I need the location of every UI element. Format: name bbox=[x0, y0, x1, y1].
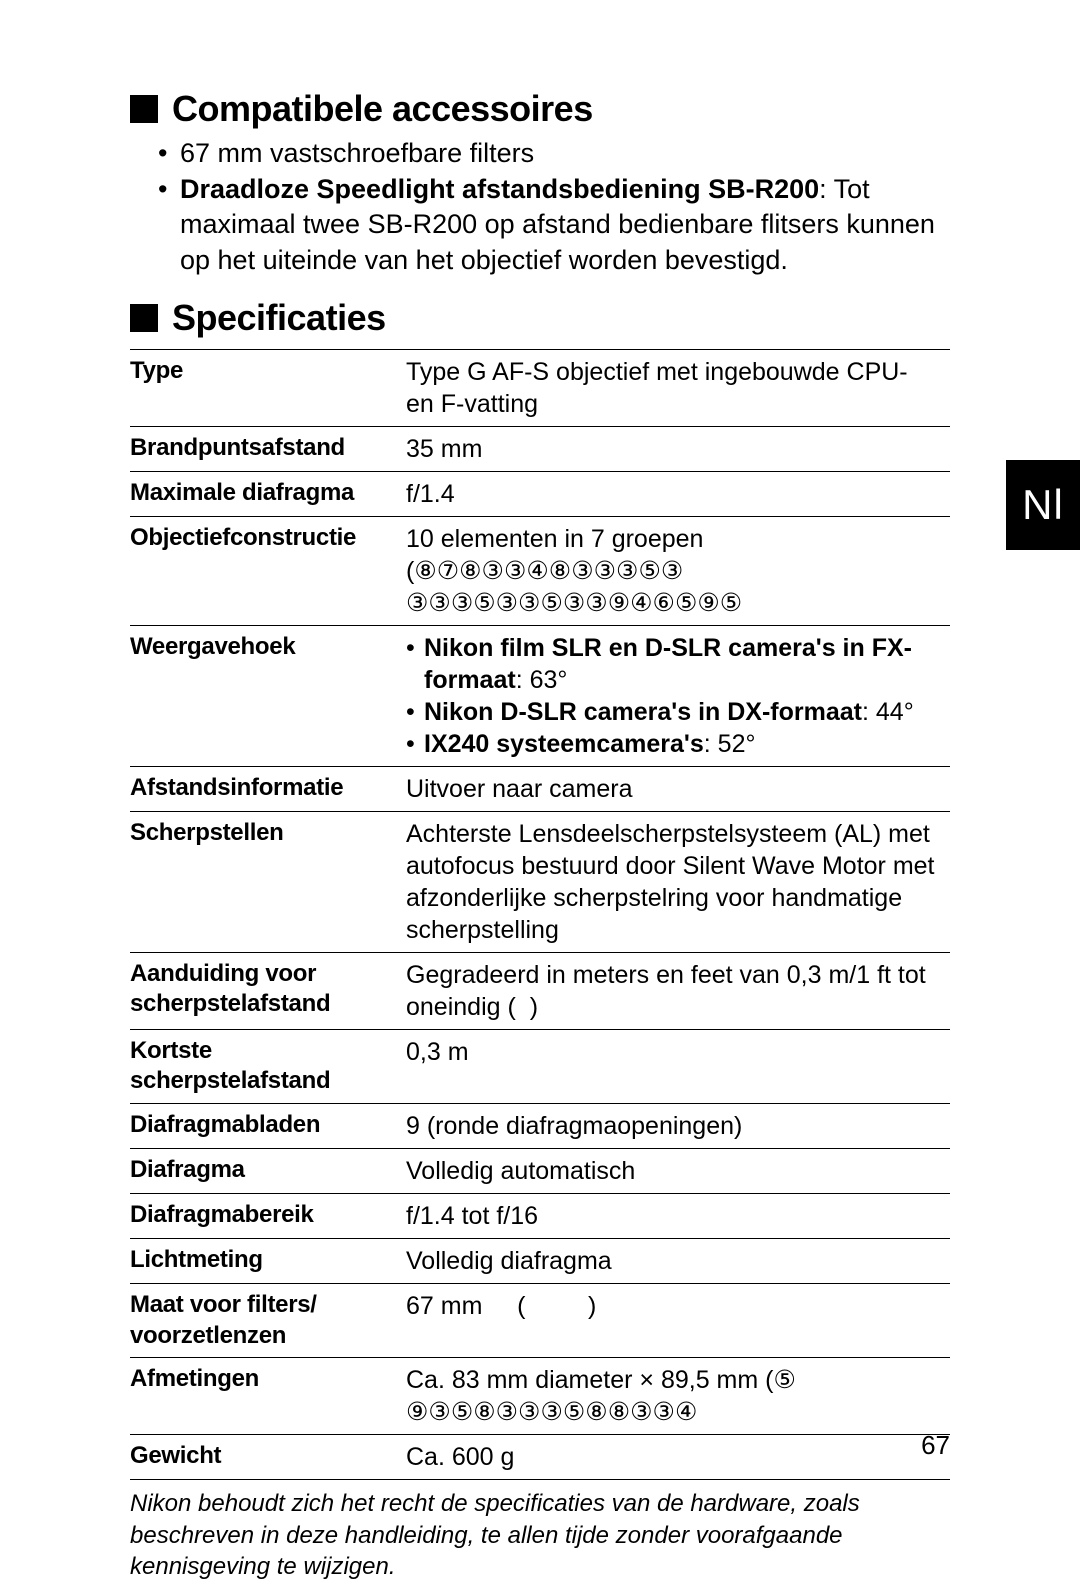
list-item: 67 mm vastschroefbare filters bbox=[158, 136, 950, 172]
spec-value: Nikon film SLR en D-SLR camera's in FX-f… bbox=[406, 625, 950, 766]
heading-specs: Specificaties bbox=[130, 297, 950, 339]
list-item: IX240 systeemcamera's: 52° bbox=[406, 728, 942, 760]
heading-accessories: Compatibele accessoires bbox=[130, 88, 950, 130]
spec-value: 67 mm ( ) bbox=[406, 1283, 950, 1357]
spec-value: Uitvoer naar camera bbox=[406, 766, 950, 811]
spec-value: Achterste Lensdeelscherpstelsysteem (AL)… bbox=[406, 811, 950, 952]
table-row: Objectiefconstructie10 elementen in 7 gr… bbox=[130, 516, 950, 625]
thumb-tab-label: Nl bbox=[1022, 481, 1064, 529]
spec-label: Kortste scherpstelafstand bbox=[130, 1029, 406, 1103]
table-row: AfmetingenCa. 83 mm diameter × 89,5 mm (… bbox=[130, 1358, 950, 1435]
heading-accessories-text: Compatibele accessoires bbox=[172, 88, 593, 130]
table-row: Weergavehoek Nikon film SLR en D-SLR came… bbox=[130, 625, 950, 766]
accessories-list: 67 mm vastschroefbare filtersDraadloze S… bbox=[130, 136, 950, 279]
spec-value: 0,3 m bbox=[406, 1029, 950, 1103]
table-row: AfstandsinformatieUitvoer naar camera bbox=[130, 766, 950, 811]
spec-value: 9 (ronde diafragmaopeningen) bbox=[406, 1103, 950, 1148]
spec-label: Diafragmabladen bbox=[130, 1103, 406, 1148]
language-thumb-tab: Nl bbox=[1006, 460, 1080, 550]
table-row: Maximale diafragmaf/1.4 bbox=[130, 471, 950, 516]
page-number: 67 bbox=[921, 1430, 950, 1461]
list-item: Draadloze Speedlight afstandsbediening S… bbox=[158, 172, 950, 279]
spec-value: 10 elementen in 7 groepen (⑧⑦⑧③③④⑧③③③⑤③ … bbox=[406, 516, 950, 625]
table-row: LichtmetingVolledig diafragma bbox=[130, 1238, 950, 1283]
table-row: Kortste scherpstelafstand0,3 m bbox=[130, 1029, 950, 1103]
spec-value: Ca. 600 g bbox=[406, 1435, 950, 1480]
spec-label: Objectiefconstructie bbox=[130, 516, 406, 625]
heading-square-icon bbox=[130, 304, 158, 332]
table-row: ScherpstellenAchterste Lensdeelscherpste… bbox=[130, 811, 950, 952]
spec-value: f/1.4 tot f/16 bbox=[406, 1193, 950, 1238]
table-row: Diafragmabladen9 (ronde diafragmaopening… bbox=[130, 1103, 950, 1148]
spec-label: Brandpuntsafstand bbox=[130, 426, 406, 471]
spec-value-list: Nikon film SLR en D-SLR camera's in FX-f… bbox=[406, 632, 942, 760]
spec-label: Weergavehoek bbox=[130, 625, 406, 766]
spec-label: Aanduiding voor scherpstelafstand bbox=[130, 952, 406, 1029]
footnote: Nikon behoudt zich het recht de specific… bbox=[130, 1488, 950, 1582]
list-item: Nikon D-SLR camera's in DX-formaat: 44° bbox=[406, 696, 942, 728]
spec-value: Type G AF-S objectief met ingebouwde CPU… bbox=[406, 349, 950, 426]
spec-value: 35 mm bbox=[406, 426, 950, 471]
list-item: Nikon film SLR en D-SLR camera's in FX-f… bbox=[406, 632, 942, 696]
list-item-bold: Nikon D-SLR camera's in DX-formaat bbox=[424, 698, 862, 726]
spec-label: Afmetingen bbox=[130, 1358, 406, 1435]
table-row: Diafragmabereikf/1.4 tot f/16 bbox=[130, 1193, 950, 1238]
spec-label: Lichtmeting bbox=[130, 1238, 406, 1283]
table-row: TypeType G AF-S objectief met ingebouwde… bbox=[130, 349, 950, 426]
spec-label: Gewicht bbox=[130, 1435, 406, 1480]
table-row: DiafragmaVolledig automatisch bbox=[130, 1148, 950, 1193]
spec-table: TypeType G AF-S objectief met ingebouwde… bbox=[130, 349, 950, 1481]
spec-value: Gegradeerd in meters en feet van 0,3 m/1… bbox=[406, 952, 950, 1029]
list-item-bold: Nikon film SLR en D-SLR camera's in FX-f… bbox=[424, 634, 912, 694]
spec-label: Afstandsinformatie bbox=[130, 766, 406, 811]
spec-label: Maat voor filters/ voorzetlenzen bbox=[130, 1283, 406, 1357]
table-row: Brandpuntsafstand35 mm bbox=[130, 426, 950, 471]
page: Compatibele accessoires 67 mm vastschroe… bbox=[0, 0, 1080, 1521]
table-row: Aanduiding voor scherpstelafstandGegrade… bbox=[130, 952, 950, 1029]
spec-value: Ca. 83 mm diameter × 89,5 mm (⑤ ⑨③⑤⑧③③③⑤… bbox=[406, 1358, 950, 1435]
table-row: GewichtCa. 600 g bbox=[130, 1435, 950, 1480]
table-row: Maat voor filters/ voorzetlenzen67 mm ( … bbox=[130, 1283, 950, 1357]
spec-value: Volledig diafragma bbox=[406, 1238, 950, 1283]
heading-specs-text: Specificaties bbox=[172, 297, 386, 339]
spec-label: Type bbox=[130, 349, 406, 426]
spec-label: Scherpstellen bbox=[130, 811, 406, 952]
list-item-bold: Draadloze Speedlight afstandsbediening S… bbox=[180, 174, 819, 204]
spec-value: Volledig automatisch bbox=[406, 1148, 950, 1193]
spec-label: Maximale diafragma bbox=[130, 471, 406, 516]
spec-label: Diafragma bbox=[130, 1148, 406, 1193]
spec-label: Diafragmabereik bbox=[130, 1193, 406, 1238]
heading-square-icon bbox=[130, 95, 158, 123]
list-item-bold: IX240 systeemcamera's bbox=[424, 730, 704, 758]
spec-value: f/1.4 bbox=[406, 471, 950, 516]
